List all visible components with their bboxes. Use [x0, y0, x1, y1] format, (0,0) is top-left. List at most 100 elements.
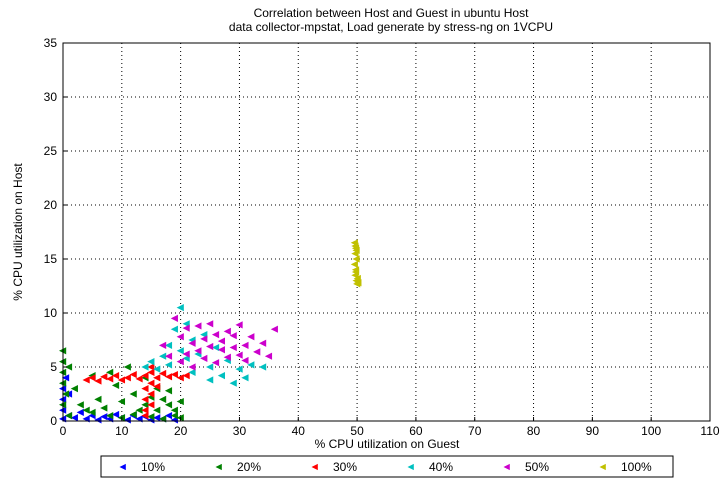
data-point	[235, 351, 243, 359]
legend-marker	[503, 463, 510, 471]
grid-lines	[63, 43, 710, 421]
legend-label: 10%	[141, 460, 165, 474]
data-point	[100, 413, 108, 421]
data-point	[147, 390, 155, 398]
data-point	[235, 365, 243, 373]
data-point	[141, 372, 149, 380]
data-point	[141, 406, 149, 414]
data-point	[176, 333, 184, 341]
data-point	[100, 373, 108, 381]
data-point	[264, 352, 273, 360]
data-point	[94, 377, 102, 385]
y-tick-label: 30	[44, 90, 58, 104]
data-point	[176, 374, 184, 382]
data-point	[170, 325, 178, 333]
legend-marker	[311, 463, 318, 471]
data-point	[164, 352, 173, 360]
y-tick-label: 10	[44, 306, 58, 320]
chart-title: Correlation between Host and Guest in ub…	[254, 6, 529, 20]
data-point	[70, 414, 78, 422]
data-point	[164, 341, 173, 349]
data-point	[153, 406, 161, 414]
data-point	[206, 376, 214, 384]
data-point	[211, 359, 220, 367]
data-point	[111, 410, 120, 419]
data-point	[153, 414, 161, 422]
data-point	[211, 331, 220, 339]
x-tick-label: 80	[527, 424, 541, 438]
data-point	[64, 363, 73, 371]
data-point	[223, 353, 231, 361]
data-point	[350, 260, 358, 268]
data-point	[147, 358, 155, 366]
data-point	[61, 390, 70, 398]
data-point	[123, 374, 131, 382]
data-point	[223, 327, 231, 335]
x-tick-label: 40	[292, 424, 306, 438]
data-point	[217, 337, 226, 345]
data-point	[235, 321, 243, 329]
data-point	[182, 350, 190, 358]
data-point	[188, 368, 196, 376]
x-tick-label: 70	[468, 424, 482, 438]
x-axis-ticks: 0 10 20 30 40 50 60 70 80 90 100 110	[60, 417, 720, 438]
data-point	[258, 339, 267, 347]
data-point	[164, 361, 173, 369]
data-point	[170, 412, 178, 420]
data-point	[117, 376, 126, 384]
data-point	[176, 347, 184, 355]
data-point	[111, 381, 120, 389]
data-point	[270, 325, 278, 333]
x-tick-label: 20	[174, 424, 188, 438]
data-point	[351, 268, 360, 276]
data-point	[211, 343, 220, 352]
data-point	[229, 332, 237, 340]
data-point	[229, 379, 237, 387]
data-point	[206, 320, 214, 328]
data-point	[158, 341, 167, 349]
data-point	[206, 363, 214, 371]
data-point	[94, 416, 102, 424]
data-point	[247, 333, 255, 341]
data-point	[176, 397, 184, 406]
x-tick-label: 90	[586, 424, 600, 438]
y-tick-label: 25	[44, 144, 58, 158]
legend-label: 50%	[525, 460, 549, 474]
data-point	[82, 376, 90, 384]
data-point	[188, 339, 196, 347]
legend: 10% 20% 30% 40% 50% 100%	[100, 455, 674, 478]
data-point	[141, 412, 149, 420]
x-tick-label: 50	[350, 424, 364, 438]
data-point	[258, 363, 267, 371]
data-point	[153, 382, 161, 391]
legend-marker	[119, 463, 126, 471]
data-point	[88, 374, 96, 382]
data-point	[164, 412, 173, 420]
x-tick-label: 100	[641, 424, 661, 438]
data-point	[153, 374, 161, 382]
data-point	[188, 363, 196, 371]
data-point	[158, 395, 167, 403]
data-point	[217, 372, 226, 380]
x-axis-label: % CPU utilization on Guest	[315, 437, 460, 451]
data-point	[194, 347, 202, 355]
legend-marker	[215, 463, 222, 471]
y-tick-label: 20	[44, 198, 58, 212]
data-point	[147, 379, 155, 387]
data-point	[123, 363, 131, 371]
data-point	[129, 370, 137, 379]
data-point	[253, 348, 261, 356]
data-point	[206, 342, 214, 351]
data-point	[229, 343, 237, 352]
legend-label: 30%	[333, 460, 357, 474]
data-points	[59, 239, 362, 424]
data-point	[123, 416, 131, 424]
data-point	[352, 246, 360, 254]
data-point	[182, 324, 190, 332]
plot-area	[62, 42, 711, 422]
data-point	[100, 404, 108, 412]
legend-marker	[407, 463, 414, 471]
data-point	[76, 401, 84, 409]
data-point	[158, 369, 167, 378]
